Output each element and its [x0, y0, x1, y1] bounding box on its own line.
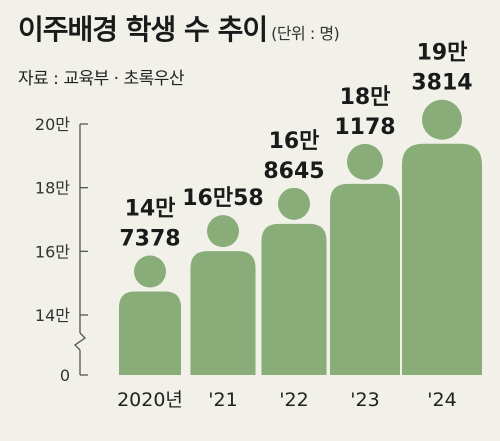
figure-4	[402, 99, 482, 375]
y-tick-label: 16만	[35, 242, 70, 261]
title-row: 이주배경 학생 수 추이 (단위 : 명)	[18, 8, 340, 48]
figure-body-bar	[190, 251, 256, 375]
x-tick-label: 2020년	[117, 389, 183, 411]
unit-label: (단위 : 명)	[271, 24, 340, 43]
figure-body-bar	[330, 183, 400, 375]
figure-head	[347, 143, 383, 180]
source-label: 자료 : 교육부 · 초록우산	[18, 69, 185, 89]
data-label: 14만	[125, 197, 176, 222]
y-axis: 20만 18만 16만 14만 0	[35, 115, 88, 385]
x-tick-label: '21	[208, 389, 237, 411]
x-tick-label: '22	[279, 389, 308, 411]
y-tick-label: 18만	[35, 179, 70, 198]
axis-break-mark	[73, 332, 87, 351]
y-tick-label: 0	[60, 366, 70, 385]
data-label: 19만	[417, 41, 468, 66]
data-label: 16만58	[182, 186, 263, 211]
label-layer: 2020년 14만 7378 '21 16만58 '22 16만 8645 '23 18만 1178…	[117, 41, 473, 411]
figure-0	[119, 255, 181, 375]
figure-1	[190, 215, 256, 375]
y-tick-label: 20만	[35, 115, 70, 134]
figure-head	[207, 215, 239, 248]
x-tick-label: '24	[427, 389, 456, 411]
figure-head	[134, 255, 166, 288]
data-label: 1178	[334, 115, 395, 140]
y-tick-label: 14만	[35, 306, 70, 325]
chart-title: 이주배경 학생 수 추이	[18, 13, 268, 46]
data-label: 16만	[269, 129, 320, 154]
figure-2	[261, 187, 327, 375]
figure-layer	[119, 99, 482, 375]
x-tick-label: '23	[350, 389, 379, 411]
figure-body-bar	[402, 143, 482, 375]
data-label: 7378	[119, 227, 180, 252]
data-label: 3814	[411, 71, 472, 96]
figure-body-bar	[261, 223, 327, 375]
figure-3	[330, 143, 400, 375]
data-label: 18만	[340, 85, 391, 110]
figure-body-bar	[119, 291, 181, 375]
data-label: 8645	[263, 159, 324, 184]
figure-head	[278, 187, 310, 220]
figure-head	[422, 99, 462, 140]
